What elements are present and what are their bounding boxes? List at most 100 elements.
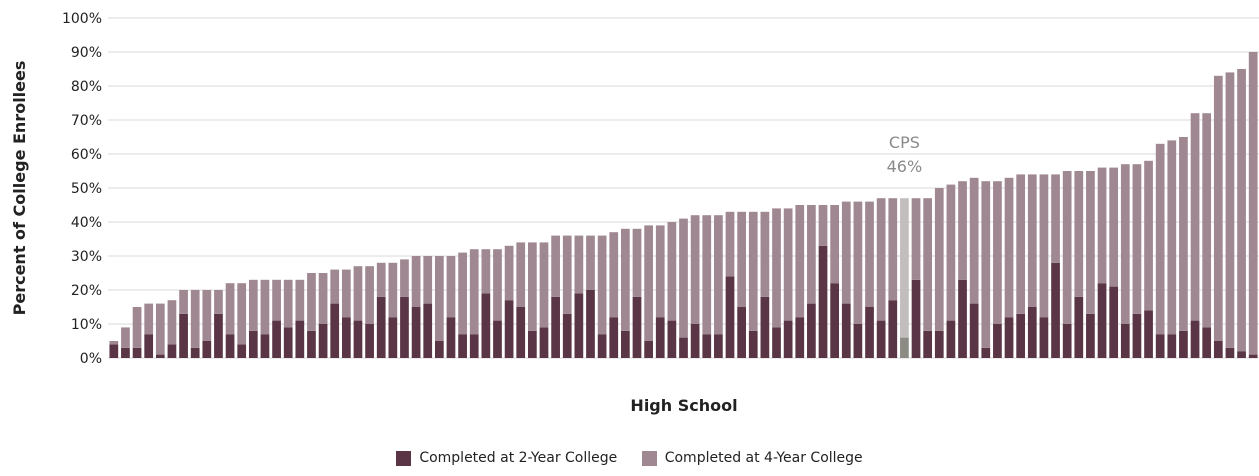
bar-two-year <box>853 324 863 358</box>
bar-two-year <box>1086 313 1095 358</box>
bar-four-year <box>504 245 514 301</box>
bar-two-year <box>609 317 619 358</box>
bar-four-year <box>702 215 712 335</box>
bar-four-year <box>190 290 200 348</box>
bar-two-year <box>423 303 433 358</box>
bar-four-year <box>981 181 991 348</box>
bar-two-year <box>1225 347 1235 358</box>
bar-four-year <box>1109 167 1119 287</box>
bar-four-year <box>923 198 933 331</box>
bar-two-year <box>958 279 967 358</box>
bar-two-year <box>190 347 200 358</box>
bar-two-year <box>783 320 793 358</box>
legend-label-four-year: Completed at 4-Year College <box>664 450 863 466</box>
bar-two-year <box>144 334 154 358</box>
bar-four-year <box>551 235 560 297</box>
bar-four-year <box>725 211 735 277</box>
bar-four-year <box>865 201 874 307</box>
bar-two-year <box>539 327 549 358</box>
bar-two-year <box>714 334 723 358</box>
bar-two-year <box>841 303 851 358</box>
bar-four-year <box>644 225 653 341</box>
bar-four-year <box>225 283 235 335</box>
bar-four-year <box>179 290 188 314</box>
bar-four-year <box>527 242 537 331</box>
bar-two-year <box>121 347 130 358</box>
bar-two-year <box>586 290 595 358</box>
bar-two-year <box>527 330 537 358</box>
y-tick-label: 30% <box>71 249 102 265</box>
bar-two-year <box>772 327 781 358</box>
bar-two-year <box>1039 317 1049 358</box>
bar-four-year <box>469 249 479 335</box>
bar-four-year <box>818 205 828 246</box>
bar-four-year <box>807 205 816 304</box>
bar-four-year <box>934 188 944 331</box>
cps-annotation-value: 46% <box>887 157 923 176</box>
bar-two-year <box>516 307 526 358</box>
bar-four-year <box>655 225 665 318</box>
bar-four-year <box>1190 113 1200 321</box>
bar-two-year <box>1132 313 1142 358</box>
bar-two-year <box>1120 324 1130 358</box>
bar-four-year <box>365 266 374 324</box>
bar-two-year <box>179 313 188 358</box>
bar-two-year <box>330 303 340 358</box>
bar-four-year <box>353 266 363 321</box>
bar-four-year <box>283 279 293 328</box>
legend-swatch-four-year <box>641 450 657 466</box>
bar-four-year <box>958 181 967 280</box>
bar-four-year <box>993 181 1002 324</box>
legend-label-two-year: Completed at 2-Year College <box>419 450 618 466</box>
y-tick-label: 0% <box>80 351 102 367</box>
bar-four-year <box>911 198 921 280</box>
bar-two-year <box>132 347 142 358</box>
bar-four-year <box>830 205 840 284</box>
bar-four-year <box>621 228 630 331</box>
bar-four-year <box>748 211 758 331</box>
bar-two-year <box>1155 334 1165 358</box>
bar-two-year <box>1202 327 1212 358</box>
bar-two-year <box>690 324 700 358</box>
bar-two-year <box>1027 307 1037 358</box>
bar-two-year <box>725 276 735 358</box>
y-tick-label: 70% <box>71 113 102 129</box>
bar-two-year <box>295 320 305 358</box>
y-tick-label: 40% <box>71 215 102 231</box>
bar-four-year <box>609 232 619 318</box>
bar-two-year <box>702 334 712 358</box>
bar-four-year <box>307 273 316 331</box>
bar-four-year <box>434 256 444 341</box>
bar-two-year <box>969 303 979 358</box>
bar-two-year <box>458 334 467 358</box>
bar-two-year <box>551 296 560 358</box>
bar-two-year <box>400 296 409 358</box>
bar-four-year <box>1202 113 1212 328</box>
bar-four-year <box>132 307 142 348</box>
bar-two-year <box>434 341 444 358</box>
y-tick-label: 100% <box>62 11 102 27</box>
bar-two-year <box>1097 283 1107 358</box>
bar-four-year <box>574 235 584 294</box>
bar-two-year <box>632 296 642 358</box>
bar-two-year <box>1004 317 1014 358</box>
bar-four-year <box>783 208 793 321</box>
bar-four-year <box>155 303 165 355</box>
bar-two-year <box>318 324 328 358</box>
bar-four-year <box>1086 171 1095 314</box>
cps-annotation-label: CPS <box>889 133 920 152</box>
bar-two-year <box>888 300 898 358</box>
bar-two-year <box>1062 324 1072 358</box>
bar-two-year <box>272 320 281 358</box>
bar-four-year <box>341 269 351 318</box>
legend-item-two-year: Completed at 2-Year College <box>396 450 617 466</box>
bar-four-year <box>586 235 595 290</box>
bar-four-year <box>237 283 247 345</box>
bar-two-year <box>1051 262 1060 358</box>
bar-two-year <box>748 330 758 358</box>
bar-two-year <box>830 283 840 358</box>
bar-two-year <box>283 327 293 358</box>
bar-four-year <box>1062 171 1072 324</box>
bar-four-year <box>260 279 270 335</box>
